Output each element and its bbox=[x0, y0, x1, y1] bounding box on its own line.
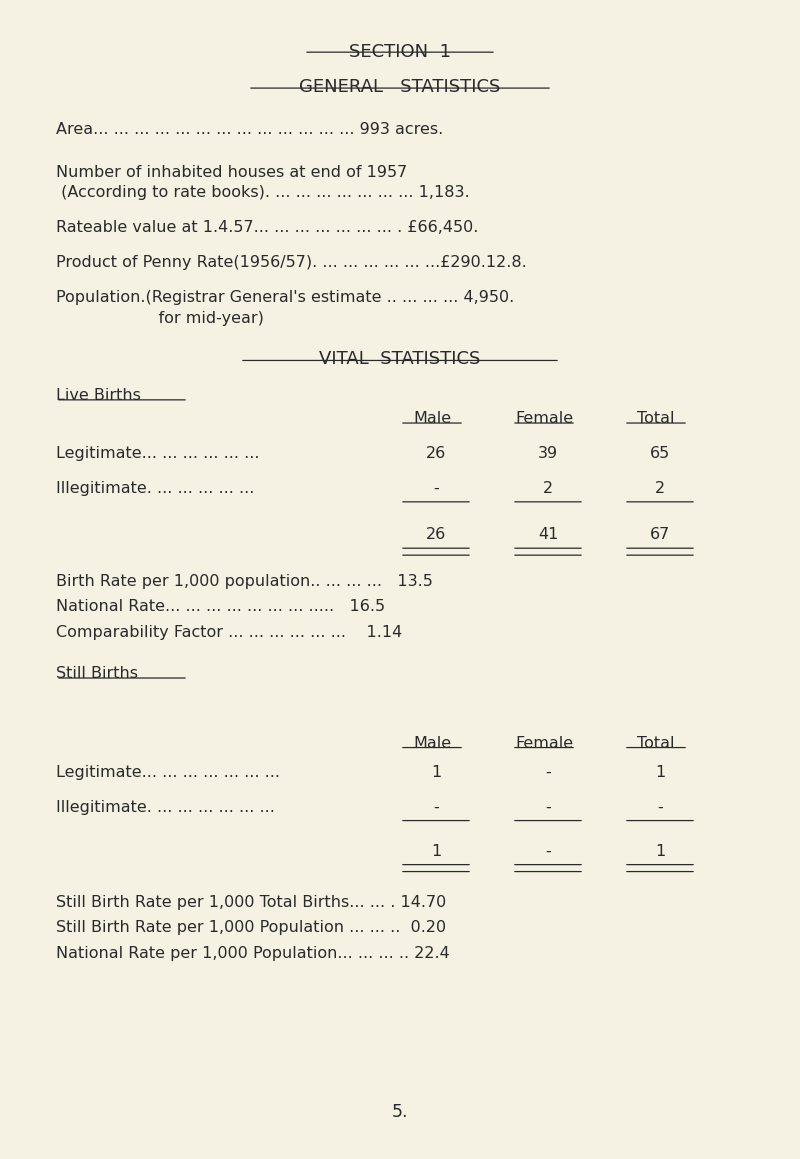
Text: Still Birth Rate per 1,000 Total Births... ... . 14.70: Still Birth Rate per 1,000 Total Births.… bbox=[56, 895, 446, 910]
Text: -: - bbox=[433, 481, 439, 496]
Text: Still Birth Rate per 1,000 Population ... ... ..  0.20: Still Birth Rate per 1,000 Population ..… bbox=[56, 920, 446, 935]
Text: 1: 1 bbox=[655, 765, 665, 780]
Text: -: - bbox=[433, 800, 439, 815]
Text: 2: 2 bbox=[655, 481, 665, 496]
Text: Total: Total bbox=[638, 736, 674, 751]
Text: -: - bbox=[545, 765, 551, 780]
Text: GENERAL   STATISTICS: GENERAL STATISTICS bbox=[299, 78, 501, 96]
Text: Population.(Registrar General's estimate .. ... ... ... 4,950.: Population.(Registrar General's estimate… bbox=[56, 290, 514, 305]
Text: Illegitimate. ... ... ... ... ... ...: Illegitimate. ... ... ... ... ... ... bbox=[56, 800, 275, 815]
Text: National Rate... ... ... ... ... ... ... .....   16.5: National Rate... ... ... ... ... ... ...… bbox=[56, 599, 385, 614]
Text: Female: Female bbox=[515, 736, 573, 751]
Text: 26: 26 bbox=[426, 446, 446, 461]
Text: SECTION  1: SECTION 1 bbox=[349, 43, 451, 61]
Text: -: - bbox=[657, 800, 663, 815]
Text: 5.: 5. bbox=[392, 1103, 408, 1122]
Text: 39: 39 bbox=[538, 446, 558, 461]
Text: Male: Male bbox=[413, 411, 451, 427]
Text: 1: 1 bbox=[655, 844, 665, 859]
Text: 67: 67 bbox=[650, 527, 670, 542]
Text: -: - bbox=[545, 800, 551, 815]
Text: Rateable value at 1.4.57... ... ... ... ... ... ... . £66,450.: Rateable value at 1.4.57... ... ... ... … bbox=[56, 220, 478, 235]
Text: Still Births: Still Births bbox=[56, 666, 138, 681]
Text: Comparability Factor ... ... ... ... ... ...    1.14: Comparability Factor ... ... ... ... ...… bbox=[56, 625, 402, 640]
Text: Product of Penny Rate(1956/57). ... ... ... ... ... ...£290.12.8.: Product of Penny Rate(1956/57). ... ... … bbox=[56, 255, 526, 270]
Text: 41: 41 bbox=[538, 527, 558, 542]
Text: National Rate per 1,000 Population... ... ... .. 22.4: National Rate per 1,000 Population... ..… bbox=[56, 946, 450, 961]
Text: 1: 1 bbox=[431, 844, 441, 859]
Text: Birth Rate per 1,000 population.. ... ... ...   13.5: Birth Rate per 1,000 population.. ... ..… bbox=[56, 574, 433, 589]
Text: Female: Female bbox=[515, 411, 573, 427]
Text: 26: 26 bbox=[426, 527, 446, 542]
Text: Illegitimate. ... ... ... ... ...: Illegitimate. ... ... ... ... ... bbox=[56, 481, 254, 496]
Text: 1: 1 bbox=[431, 765, 441, 780]
Text: for mid-year): for mid-year) bbox=[56, 311, 264, 326]
Text: Male: Male bbox=[413, 736, 451, 751]
Text: Total: Total bbox=[638, 411, 674, 427]
Text: Number of inhabited houses at end of 1957: Number of inhabited houses at end of 195… bbox=[56, 165, 407, 180]
Text: Legitimate... ... ... ... ... ... ...: Legitimate... ... ... ... ... ... ... bbox=[56, 765, 280, 780]
Text: Area... ... ... ... ... ... ... ... ... ... ... ... ... 993 acres.: Area... ... ... ... ... ... ... ... ... … bbox=[56, 122, 443, 137]
Text: 65: 65 bbox=[650, 446, 670, 461]
Text: Legitimate... ... ... ... ... ...: Legitimate... ... ... ... ... ... bbox=[56, 446, 259, 461]
Text: Live Births: Live Births bbox=[56, 388, 141, 403]
Text: (According to rate books). ... ... ... ... ... ... ... 1,183.: (According to rate books). ... ... ... .… bbox=[56, 185, 470, 201]
Text: -: - bbox=[545, 844, 551, 859]
Text: VITAL  STATISTICS: VITAL STATISTICS bbox=[319, 350, 481, 369]
Text: 2: 2 bbox=[543, 481, 553, 496]
